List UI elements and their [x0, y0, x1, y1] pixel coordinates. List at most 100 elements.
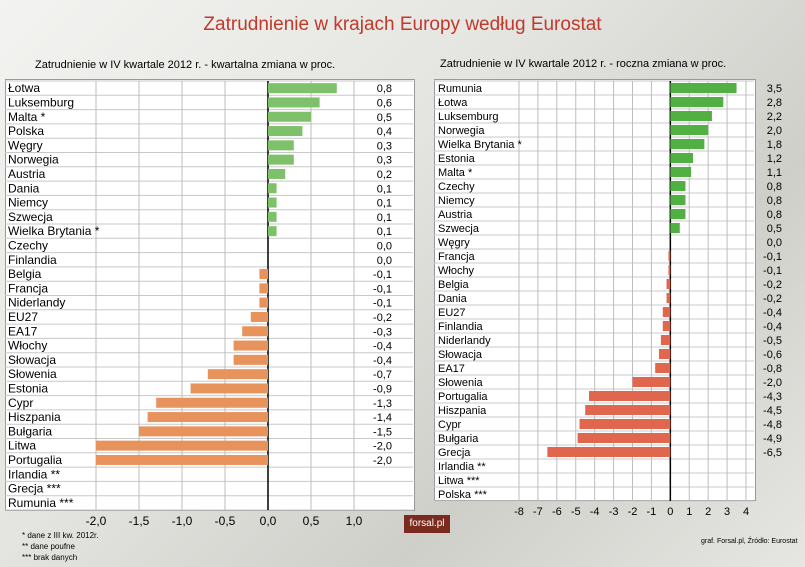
left-chart-value-label: -0,9 [373, 383, 392, 395]
left-chart-bar [190, 383, 268, 394]
left-chart-category-label: EU27 [8, 310, 38, 324]
footnote-3: *** brak danych [22, 553, 78, 562]
right-chart-value-label: -0,5 [763, 335, 782, 347]
left-chart-value-label: -0,3 [373, 326, 392, 338]
right-chart-value-label: -4,5 [763, 405, 782, 417]
left-chart-bar [147, 412, 268, 423]
left-chart-tick-label: -0,5 [215, 514, 236, 528]
left-chart-value-label: -0,4 [373, 355, 392, 367]
right-chart-bar [666, 279, 671, 289]
right-chart-tick-label: -3 [609, 506, 619, 518]
left-chart-value-label: 0,1 [377, 226, 392, 238]
right-chart-category-label: Grecja [438, 447, 471, 459]
left-chart-bar [156, 397, 268, 408]
right-chart-value-label: -4,3 [763, 391, 782, 403]
right-chart-bar [662, 307, 671, 317]
right-chart-value-label: -2,0 [763, 377, 782, 389]
left-chart-value-label: 0,2 [377, 169, 392, 181]
source-note: graf. Forsal.pl, Źródło: Eurostat [701, 538, 798, 545]
left-chart-bar [268, 97, 320, 108]
right-chart-value-label: -6,5 [763, 447, 782, 459]
right-chart-category-label: EA17 [438, 363, 465, 375]
right-chart-category-label: Słowenia [438, 377, 484, 389]
left-chart-category-label: Niderlandy [8, 296, 65, 310]
right-chart-value-label: -0,8 [763, 363, 782, 375]
left-chart-bar [268, 126, 303, 137]
left-chart-category-label: Włochy [8, 339, 47, 353]
right-chart-category-label: Portugalia [438, 391, 488, 403]
right-chart-category-label: EU27 [438, 307, 466, 319]
left-chart-bar [96, 454, 268, 465]
left-chart-value-label: 0,5 [377, 112, 392, 124]
left-chart-category-label: Litwa [8, 439, 36, 453]
right-chart-value-label: -0,4 [763, 307, 782, 319]
right-chart-tick-label: -2 [628, 506, 638, 518]
left-chart-category-label: Finlandia [8, 253, 57, 267]
right-chart-category-label: Austria [438, 209, 473, 221]
left-chart-bar [259, 297, 268, 308]
left-chart-value-label: 0,1 [377, 198, 392, 210]
right-chart-tick-label: 0 [667, 506, 673, 518]
right-chart-bar [588, 391, 671, 401]
right-chart-category-label: Irlandia ** [438, 461, 486, 473]
left-chart-value-label: -1,5 [373, 426, 392, 438]
right-chart-category-label: Czechy [438, 181, 475, 193]
left-chart-value-label: 0,0 [377, 255, 392, 267]
right-chart-category-label: Finlandia [438, 321, 484, 333]
right-chart-category-label: Malta * [438, 167, 473, 179]
right-chart-bar [670, 181, 686, 191]
right-chart-bar [670, 97, 724, 107]
left-chart-value-label: 0,8 [377, 83, 392, 95]
left-chart-value-label: 0,0 [377, 240, 392, 252]
right-chart-value-label: -4,9 [763, 433, 782, 445]
right-chart-category-label: Norwegia [438, 125, 485, 137]
right-chart-category-label: Francja [438, 251, 476, 263]
footnote-1: * dane z III kw. 2012r. [22, 531, 99, 540]
right-chart-bar [666, 293, 671, 303]
right-chart-value-label: -0,2 [763, 293, 782, 305]
right-chart-category-label: Słowacja [438, 349, 483, 361]
left-chart-category-label: Polska [8, 124, 44, 138]
right-chart-category-label: Węgry [438, 237, 470, 249]
left-chart-value-label: -0,7 [373, 369, 392, 381]
left-chart-bar [268, 154, 294, 165]
left-chart-category-label: EA17 [8, 324, 38, 338]
right-chart-category-label: Luksemburg [438, 111, 499, 123]
left-chart-bar [268, 211, 277, 222]
left-chart-bar [233, 354, 268, 365]
left-chart-value-label: -1,3 [373, 398, 392, 410]
right-chart-value-label: 0,0 [767, 237, 782, 249]
right-chart-bar [670, 111, 712, 121]
left-chart-bar [250, 311, 268, 322]
left-chart-category-label: Luksemburg [8, 95, 74, 109]
left-chart-tick-label: -2,0 [86, 514, 107, 528]
left-chart-category-label: Austria [8, 167, 46, 181]
right-chart-value-label: -0,6 [763, 349, 782, 361]
right-chart-bar [670, 83, 737, 93]
right-chart-bar [670, 195, 686, 205]
right-chart-tick-label: -7 [533, 506, 543, 518]
left-chart-category-label: Portugalia [8, 453, 62, 467]
right-chart-value-label: 2,8 [767, 97, 782, 109]
chart-title: Zatrudnienie w krajach Europy według Eur… [203, 14, 602, 35]
left-chart-category-label: Łotwa [8, 81, 40, 95]
right-chart-category-label: Polska *** [438, 489, 488, 501]
right-chart-category-label: Łotwa [438, 97, 468, 109]
right-chart-value-label: 2,2 [767, 111, 782, 123]
right-chart-value-label: 1,2 [767, 153, 782, 165]
left-chart-title: Zatrudnienie w IV kwartale 2012 r. - kwa… [35, 59, 336, 71]
footnotes: * dane z III kw. 2012r. ** dane poufne *… [22, 530, 99, 563]
right-chart-category-label: Szwecja [438, 223, 480, 235]
left-chart-category-label: Malta * [8, 110, 46, 124]
right-chart-tick-label: -6 [552, 506, 562, 518]
right-chart-tick-label: 3 [724, 506, 730, 518]
right-chart-bar [670, 223, 680, 233]
left-chart-value-label: 0,3 [377, 140, 392, 152]
left-chart-tick-label: -1,0 [172, 514, 193, 528]
left-chart-category-label: Słowenia [8, 367, 57, 381]
right-chart-value-label: 0,8 [767, 195, 782, 207]
right-chart-tick-label: -1 [647, 506, 657, 518]
right-chart-tick-label: 4 [743, 506, 749, 518]
forsal-logo[interactable]: forsal.pl [404, 515, 450, 533]
